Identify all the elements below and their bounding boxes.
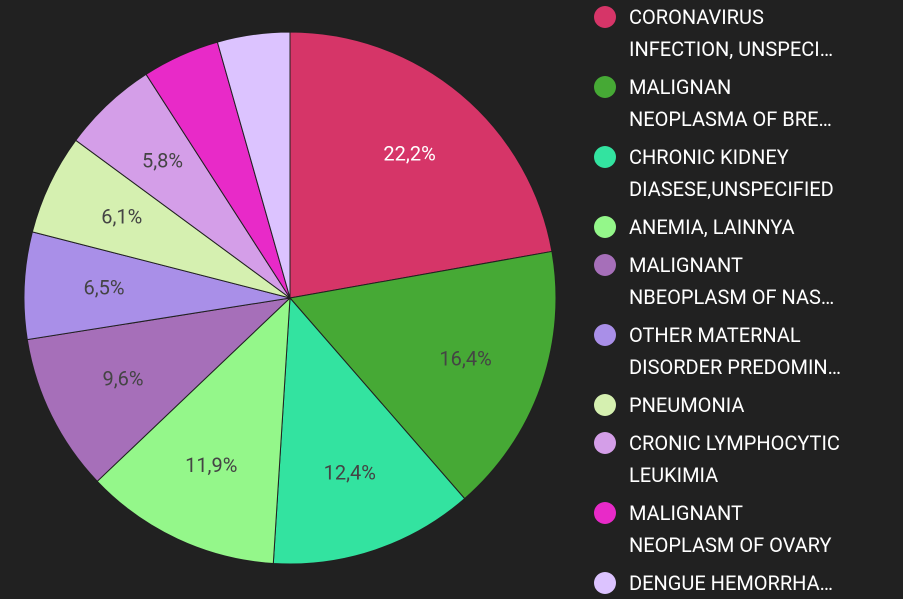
pie-slice <box>96 296 291 565</box>
legend-item[interactable]: MALIGNAN NEOPLASMA OF BRE… <box>592 71 841 135</box>
legend-label: MALIGNANT NBEOPLASM OF NAS… <box>629 253 835 309</box>
legend-item[interactable]: DENGUE HEMORRHA… <box>592 567 841 599</box>
legend-item[interactable]: CHRONIC KIDNEY DIASESE,UNSPECIFIED <box>592 141 841 205</box>
pie-slice <box>272 296 466 565</box>
legend-item[interactable]: CORONAVIRUS INFECTION, UNSPECI… <box>592 1 841 65</box>
pie-slice <box>289 31 553 299</box>
legend-label: OTHER MATERNAL DISORDER PREDOMIN… <box>629 323 842 379</box>
legend-label: CORONAVIRUS INFECTION, UNSPECI… <box>629 5 834 61</box>
legend-item[interactable]: CRONIC LYMPHOCYTIC LEUKIMIA <box>592 427 841 491</box>
legend: CORONAVIRUS INFECTION, UNSPECI… MALIGNAN … <box>592 1 841 599</box>
value-label: 5,8% <box>142 149 183 173</box>
value-label: 12,4% <box>324 461 376 485</box>
value-label: 6,5% <box>83 276 124 300</box>
legend-swatch <box>594 6 616 28</box>
legend-swatch <box>594 394 616 416</box>
pie-slice <box>26 297 292 483</box>
value-label: 6,1% <box>101 204 142 228</box>
legend-label: CHRONIC KIDNEY DIASESE,UNSPECIFIED <box>629 145 834 201</box>
legend-item[interactable]: OTHER MATERNAL DISORDER PREDOMIN… <box>592 319 841 383</box>
legend-label: ANEMIA, LAINNYA <box>629 215 795 239</box>
legend-swatch <box>594 254 616 276</box>
pie-slice <box>289 250 557 500</box>
pie-slice <box>216 31 291 299</box>
value-label: 16,4% <box>439 346 491 370</box>
legend-item[interactable]: PNEUMONIA <box>592 389 841 421</box>
chart: 22,2% 16,4% 12,4% 11,9% 9,6% 6,5% 6,1% 5,8% <box>23 31 557 565</box>
legend-label: PNEUMONIA <box>629 393 745 417</box>
value-label: 9,6% <box>103 367 144 391</box>
value-label: 22,2% <box>383 142 435 166</box>
legend-swatch <box>594 216 616 238</box>
legend-item[interactable]: MALIGNANT NEOPLASM OF OVARY <box>592 497 841 561</box>
legend-swatch <box>594 146 616 168</box>
legend-swatch <box>594 324 616 346</box>
legend-label: MALIGNANT NEOPLASM OF OVARY <box>629 501 832 557</box>
value-label: 11,9% <box>185 453 237 477</box>
legend-swatch <box>594 76 616 98</box>
legend-swatch <box>594 502 616 524</box>
legend-swatch <box>594 432 616 454</box>
legend-swatch <box>594 572 616 594</box>
legend-label: MALIGNAN NEOPLASMA OF BRE… <box>629 75 832 131</box>
legend-label: CRONIC LYMPHOCYTIC LEUKIMIA <box>629 431 840 487</box>
legend-item[interactable]: ANEMIA, LAINNYA <box>592 211 841 243</box>
legend-label: DENGUE HEMORRHA… <box>629 571 834 595</box>
legend-item[interactable]: MALIGNANT NBEOPLASM OF NAS… <box>592 249 841 313</box>
